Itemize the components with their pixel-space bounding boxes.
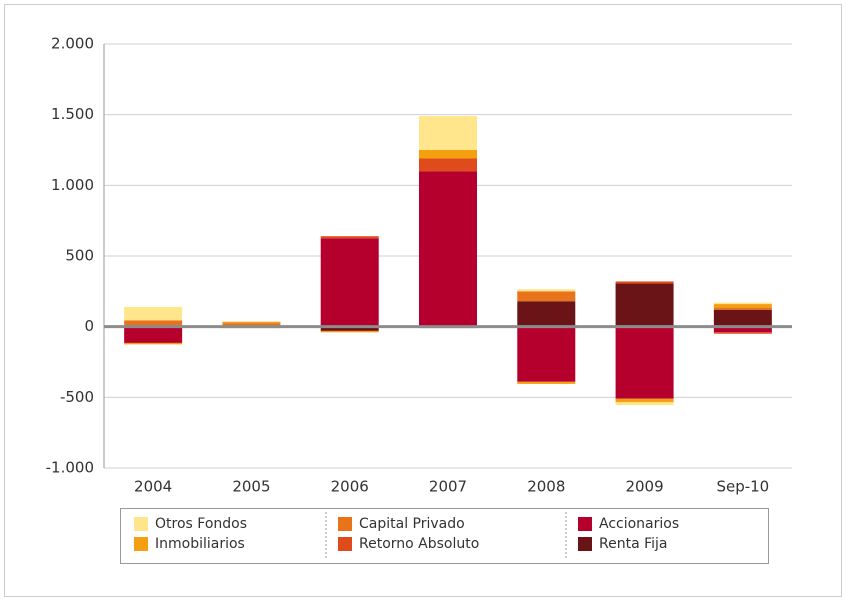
bar-segment xyxy=(517,381,576,384)
legend-swatch xyxy=(134,517,148,531)
legend-label: Otros Fondos xyxy=(155,516,247,532)
y-tick-label: 1.500 xyxy=(51,105,94,123)
bar-segment xyxy=(320,330,379,333)
legend-swatch xyxy=(578,537,592,551)
bar-segment xyxy=(615,398,674,403)
bar-segment xyxy=(124,326,183,343)
legend-label: Inmobiliarios xyxy=(155,536,245,552)
legend-swatch xyxy=(134,537,148,551)
legend-label: Accionarios xyxy=(599,516,679,532)
legend-box xyxy=(120,508,769,564)
bar-segment xyxy=(615,402,674,406)
bar-segment xyxy=(713,326,772,333)
y-tick-label: 1.000 xyxy=(51,176,94,194)
bar-segment xyxy=(517,326,576,382)
bar-segment xyxy=(419,150,477,159)
legend-label: Retorno Absoluto xyxy=(359,536,479,552)
bar-segment xyxy=(320,236,379,239)
bar-segment xyxy=(713,307,772,310)
bar-segment xyxy=(124,320,183,327)
bar-segment xyxy=(615,283,674,327)
x-tick-label: 2005 xyxy=(232,478,270,496)
bar-segment xyxy=(419,158,477,172)
bar-segment xyxy=(419,171,477,327)
legend-label: Renta Fija xyxy=(599,536,668,552)
frame xyxy=(4,4,842,597)
y-tick-label: -1.000 xyxy=(46,459,94,477)
bar-segment xyxy=(713,302,772,305)
bar-segment xyxy=(517,289,576,292)
y-tick-label: 500 xyxy=(65,247,94,265)
bar-segment xyxy=(615,326,674,399)
y-tick-label: 2.000 xyxy=(51,35,94,53)
bar-segment xyxy=(713,304,772,308)
x-tick-label: 2008 xyxy=(527,478,565,496)
x-tick-label: 2004 xyxy=(134,478,172,496)
x-tick-label: Sep-10 xyxy=(716,478,769,496)
bar-segment xyxy=(320,326,379,331)
legend-swatch xyxy=(338,537,352,551)
x-tick-label: 2009 xyxy=(625,478,663,496)
bar-segment xyxy=(517,301,576,327)
legend-label: Capital Privado xyxy=(359,516,465,532)
y-tick-label: -500 xyxy=(60,388,94,406)
bar-segment xyxy=(222,321,281,324)
bar-segment xyxy=(419,116,477,150)
bar-segment xyxy=(713,309,772,327)
bar-segment xyxy=(124,342,183,345)
bar-segment xyxy=(124,306,183,321)
bar-segment xyxy=(222,323,281,327)
x-tick-label: 2006 xyxy=(331,478,369,496)
bar-segment xyxy=(713,332,772,334)
bar-segment xyxy=(517,291,576,302)
bar-segment xyxy=(320,238,379,327)
bar-segment xyxy=(615,281,674,284)
y-tick-label: 0 xyxy=(84,317,94,335)
legend-swatch xyxy=(338,517,352,531)
x-tick-label: 2007 xyxy=(429,478,467,496)
legend-swatch xyxy=(578,517,592,531)
